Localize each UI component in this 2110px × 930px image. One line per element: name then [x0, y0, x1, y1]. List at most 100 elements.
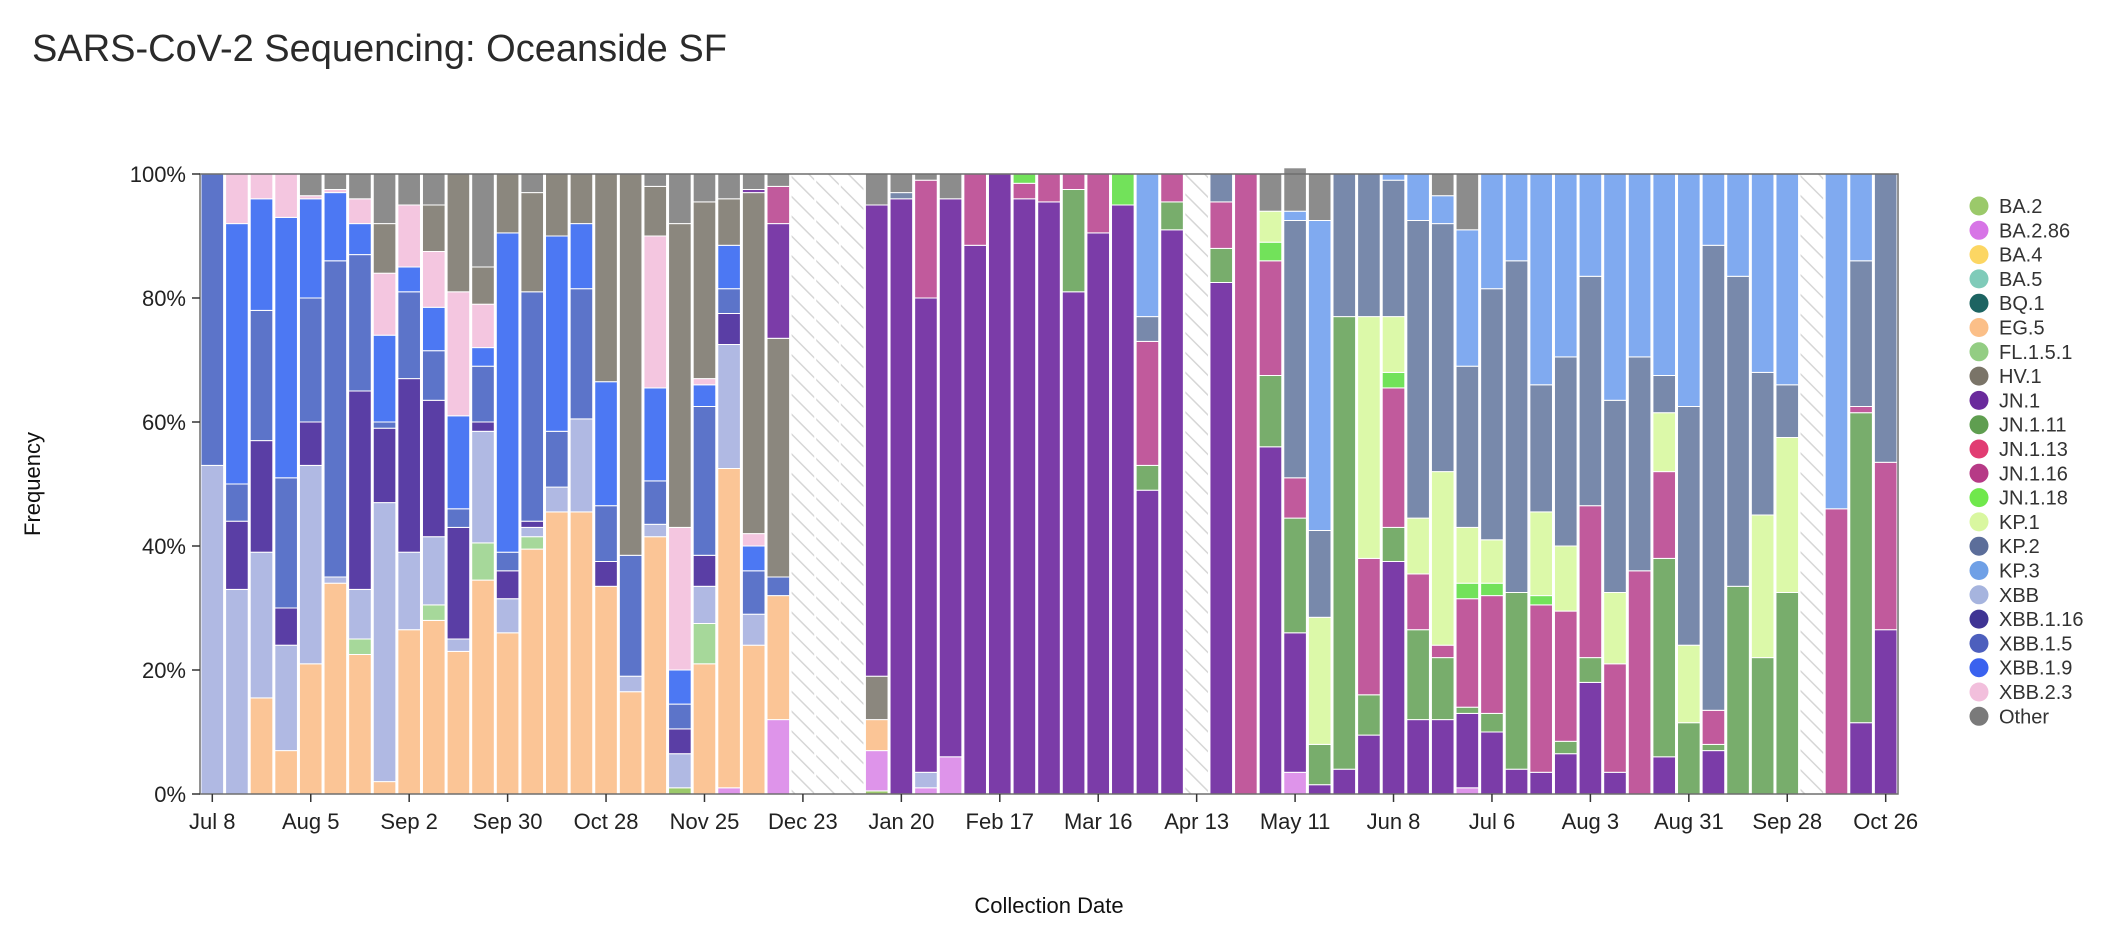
- bar-segment[interactable]: [323, 173, 348, 190]
- bar-segment[interactable]: [1381, 179, 1406, 318]
- bar-segment[interactable]: [1677, 173, 1701, 407]
- bar-segment[interactable]: [1357, 734, 1381, 795]
- bar-segment[interactable]: [594, 585, 618, 795]
- bar-segment[interactable]: [1677, 406, 1701, 646]
- bar-segment[interactable]: [569, 223, 594, 290]
- bar-segment[interactable]: [1504, 768, 1529, 795]
- bar-segment[interactable]: [471, 542, 495, 581]
- bar-segment[interactable]: [298, 464, 323, 665]
- legend-label[interactable]: KP.1: [1999, 512, 2040, 534]
- bar-segment[interactable]: [446, 508, 471, 528]
- legend-label[interactable]: KP.2: [1999, 536, 2040, 558]
- bar-segment[interactable]: [348, 173, 372, 200]
- bar-segment[interactable]: [225, 223, 249, 485]
- bar-segment[interactable]: [1553, 610, 1578, 742]
- bar-segment[interactable]: [1061, 173, 1086, 190]
- legend-label[interactable]: XBB.1.5: [1999, 633, 2072, 655]
- bar-segment[interactable]: [249, 697, 274, 795]
- legend-label[interactable]: JN.1.18: [1999, 488, 2068, 510]
- bar-segment[interactable]: [1307, 530, 1332, 618]
- bar-segment[interactable]: [569, 511, 594, 795]
- legend-label[interactable]: XBB: [1999, 585, 2039, 607]
- bar-segment[interactable]: [1283, 771, 1307, 795]
- bar-segment[interactable]: [1652, 412, 1677, 473]
- bar-segment[interactable]: [1775, 384, 1800, 438]
- bar-segment[interactable]: [1455, 598, 1480, 708]
- bar-segment[interactable]: [1504, 592, 1529, 770]
- bar-segment[interactable]: [1406, 719, 1430, 795]
- bar-segment[interactable]: [741, 173, 766, 190]
- bar-segment[interactable]: [372, 781, 397, 795]
- bar-segment[interactable]: [717, 173, 741, 200]
- bar-segment[interactable]: [1480, 712, 1504, 733]
- bar-segment[interactable]: [766, 173, 791, 187]
- bar-segment[interactable]: [1529, 771, 1553, 795]
- bar-segment[interactable]: [1381, 526, 1406, 563]
- bar-segment[interactable]: [1529, 595, 1553, 606]
- bar-segment[interactable]: [446, 173, 471, 293]
- bar-segment[interactable]: [520, 520, 545, 528]
- bar-segment[interactable]: [372, 272, 397, 336]
- bar-segment[interactable]: [1381, 561, 1406, 795]
- bar-segment[interactable]: [668, 526, 692, 671]
- bar-segment[interactable]: [1750, 514, 1775, 659]
- bar-segment[interactable]: [1332, 768, 1357, 795]
- bar-segment[interactable]: [741, 192, 766, 535]
- bar-segment[interactable]: [397, 291, 421, 380]
- bar-segment[interactable]: [397, 378, 421, 553]
- bar-segment[interactable]: [1406, 173, 1430, 221]
- bar-segment[interactable]: [1455, 365, 1480, 528]
- bar-segment[interactable]: [741, 570, 766, 615]
- bar-segment[interactable]: [766, 337, 791, 578]
- bar-segment[interactable]: [1627, 570, 1652, 795]
- bar-segment[interactable]: [421, 173, 446, 206]
- bar-segment[interactable]: [1283, 477, 1307, 519]
- bar-segment[interactable]: [1603, 173, 1627, 401]
- bar-segment[interactable]: [298, 173, 323, 197]
- bar-segment[interactable]: [348, 638, 372, 655]
- legend-label[interactable]: KP.3: [1999, 561, 2040, 583]
- bar-segment[interactable]: [520, 526, 545, 538]
- bar-segment[interactable]: [1258, 173, 1283, 212]
- bar-segment[interactable]: [938, 173, 963, 200]
- bar-segment[interactable]: [1086, 173, 1111, 234]
- bar-segment[interactable]: [1209, 282, 1234, 795]
- bar-segment[interactable]: [249, 198, 274, 311]
- bar-segment[interactable]: [1849, 173, 1873, 262]
- bar-segment[interactable]: [864, 173, 889, 206]
- bar-segment[interactable]: [1578, 275, 1603, 507]
- bar-segment[interactable]: [372, 427, 397, 504]
- bar-segment[interactable]: [421, 350, 446, 401]
- bar-segment[interactable]: [938, 756, 963, 795]
- bar-segment[interactable]: [1603, 399, 1627, 593]
- bar-segment[interactable]: [569, 288, 594, 420]
- bar-segment[interactable]: [298, 421, 323, 466]
- bar-segment[interactable]: [421, 204, 446, 252]
- bar-segment[interactable]: [1750, 173, 1775, 373]
- bar-segment[interactable]: [1357, 557, 1381, 696]
- bar-segment[interactable]: [1652, 471, 1677, 559]
- bar-segment[interactable]: [692, 585, 717, 624]
- bar-segment[interactable]: [1480, 731, 1504, 795]
- bar-segment[interactable]: [1209, 247, 1234, 283]
- bar-segment[interactable]: [446, 415, 471, 510]
- legend-label[interactable]: BA.5: [1999, 269, 2042, 291]
- bar-segment[interactable]: [298, 198, 323, 299]
- legend-label[interactable]: EG.5: [1999, 318, 2045, 340]
- bar-segment[interactable]: [1258, 241, 1283, 262]
- bar-segment[interactable]: [323, 576, 348, 584]
- bar-segment[interactable]: [1750, 657, 1775, 795]
- bar-segment[interactable]: [421, 399, 446, 538]
- bar-segment[interactable]: [594, 173, 618, 383]
- bar-segment[interactable]: [864, 719, 889, 752]
- bar-segment[interactable]: [495, 598, 520, 634]
- bar-segment[interactable]: [668, 703, 692, 730]
- bar-segment[interactable]: [1381, 316, 1406, 373]
- bar-segment[interactable]: [914, 771, 938, 789]
- bar-segment[interactable]: [274, 216, 298, 479]
- bar-segment[interactable]: [1307, 616, 1332, 745]
- bar-segment[interactable]: [766, 185, 791, 225]
- bar-segment[interactable]: [1406, 517, 1430, 575]
- bar-segment[interactable]: [397, 173, 421, 206]
- bar-segment[interactable]: [594, 561, 618, 587]
